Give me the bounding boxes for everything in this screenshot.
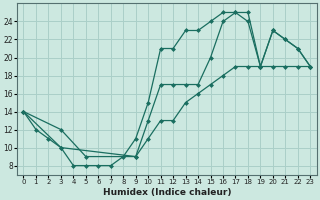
X-axis label: Humidex (Indice chaleur): Humidex (Indice chaleur) <box>103 188 231 197</box>
